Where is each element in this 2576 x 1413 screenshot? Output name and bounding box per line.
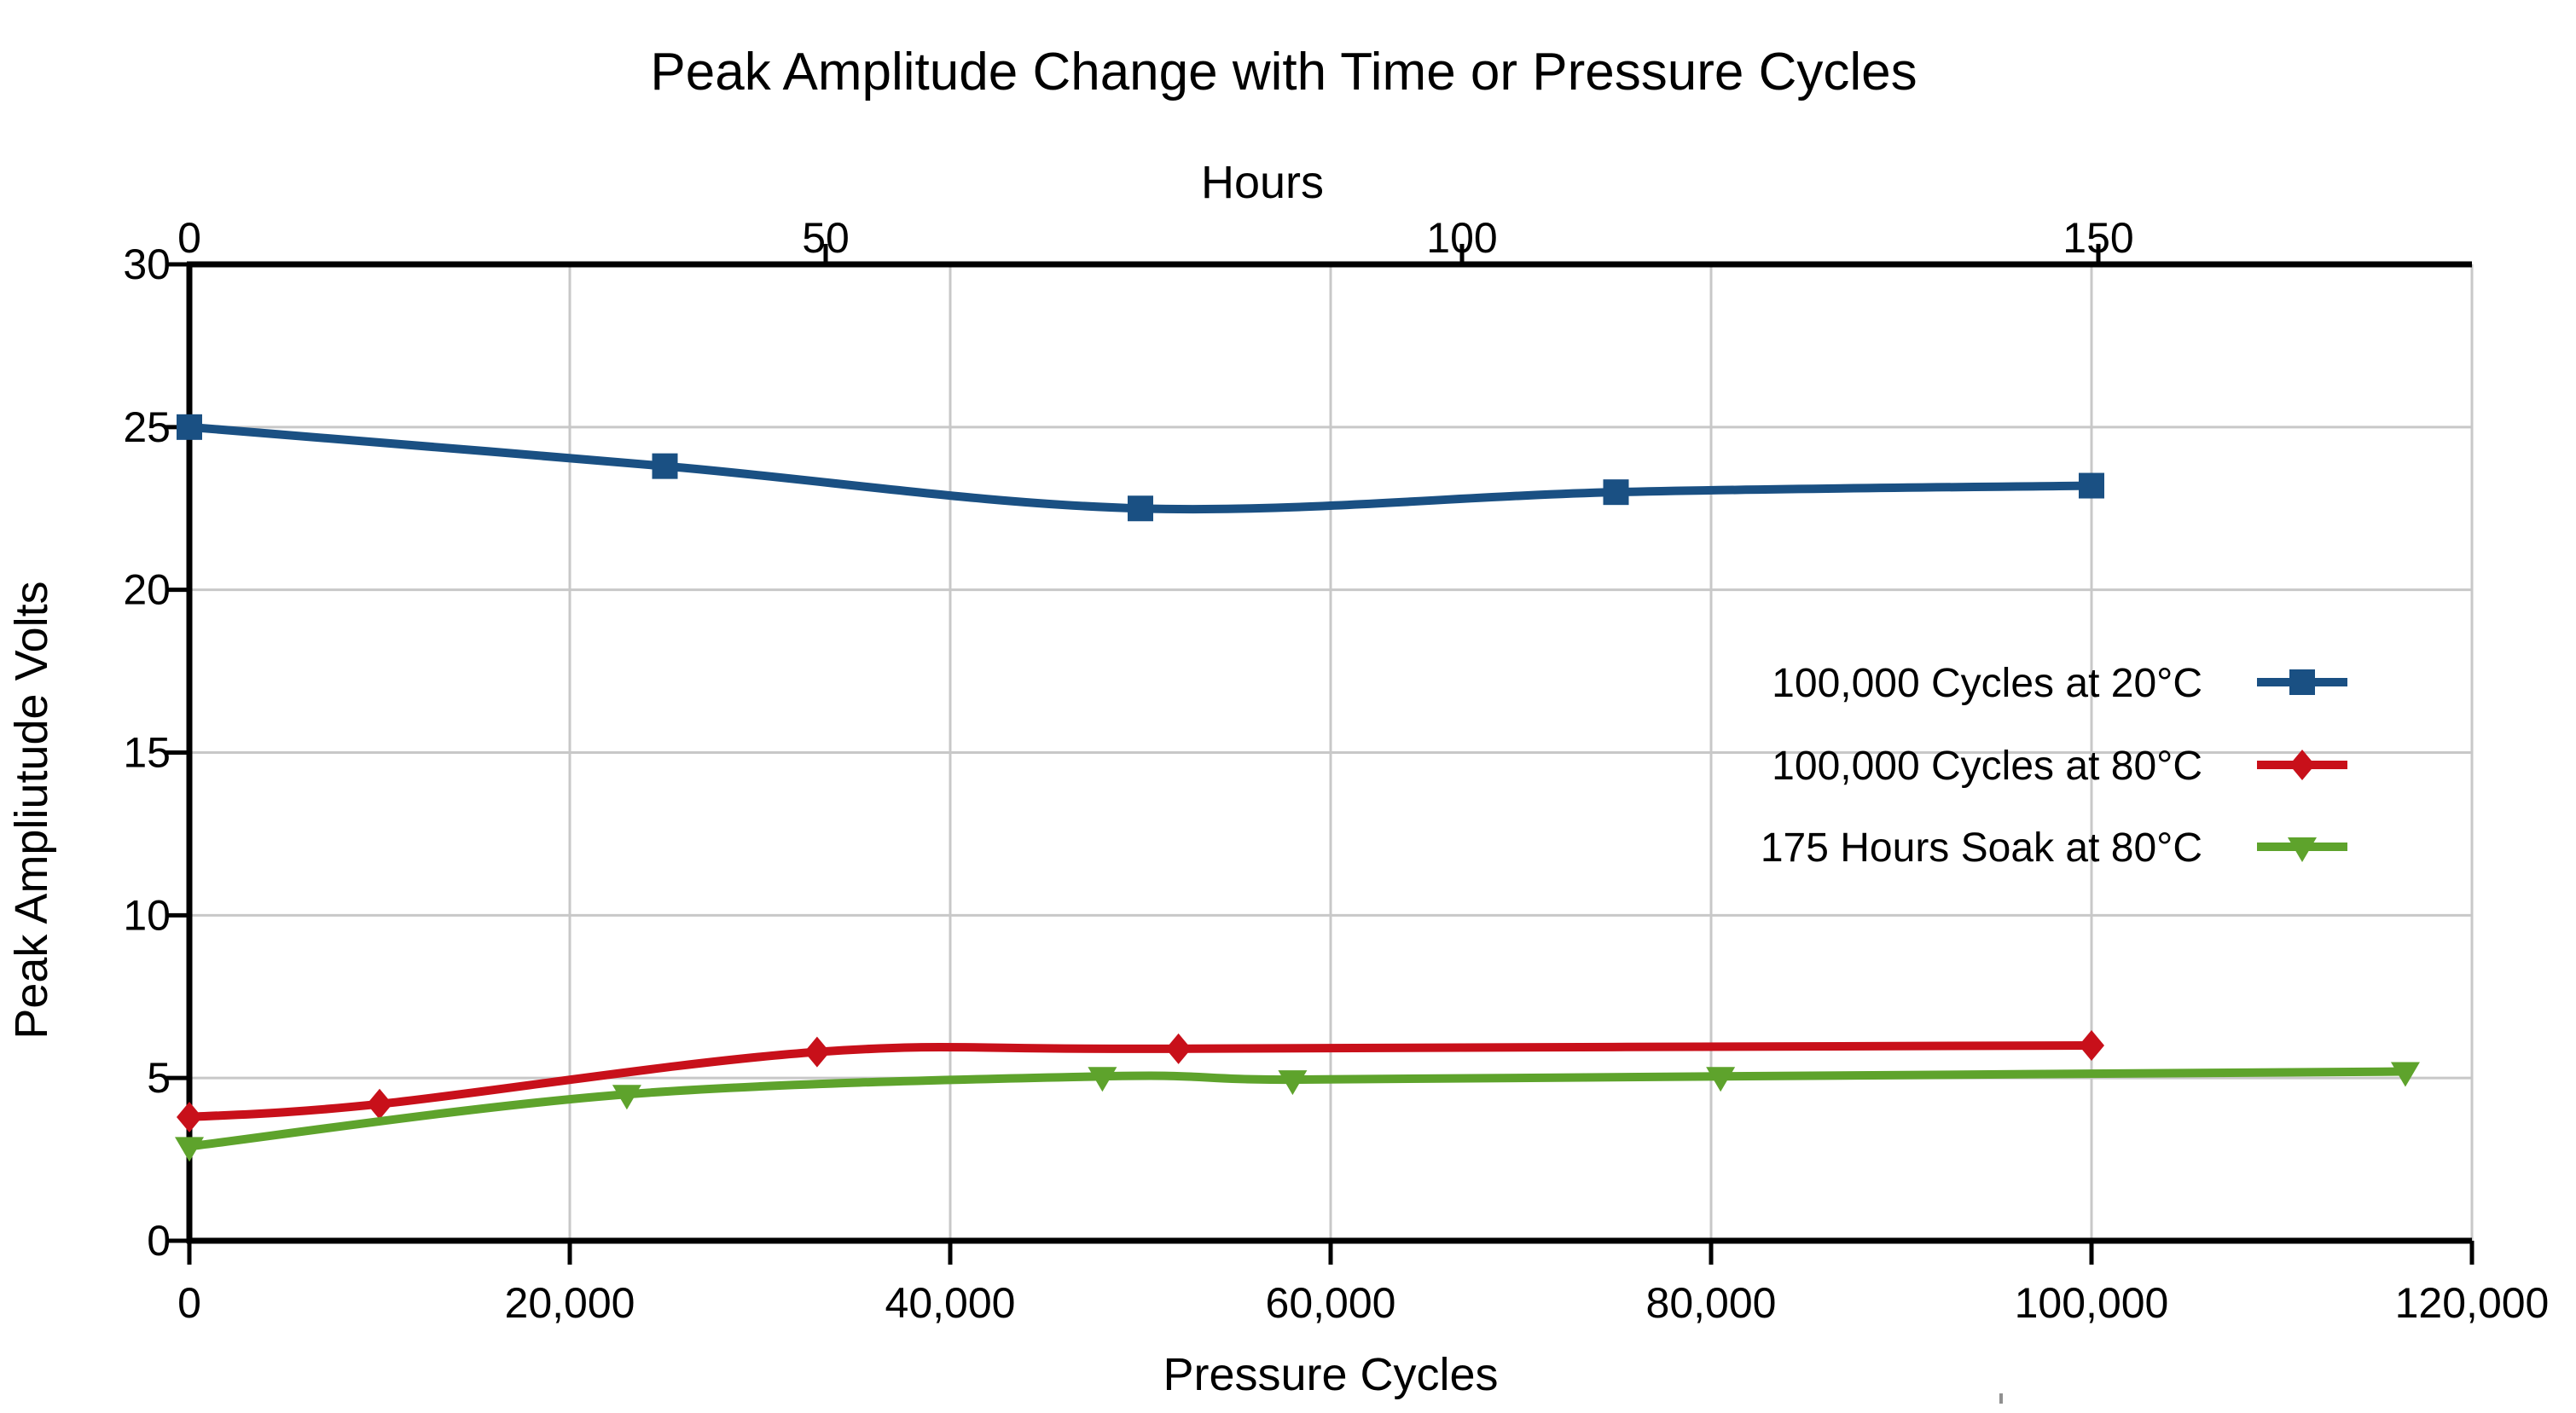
legend-label: 175 Hours Soak at 80°C [1761, 825, 2202, 871]
y-tick-label: 15 [123, 729, 171, 777]
x-tick-label: 40,000 [885, 1279, 1016, 1327]
diamond-marker [2289, 750, 2315, 780]
square-marker [652, 453, 678, 479]
triangle-down-marker [1706, 1067, 1736, 1092]
x2-tick-label: 100 [1426, 214, 1497, 262]
x-tick-label: 0 [177, 1279, 201, 1327]
series-square [177, 414, 2104, 522]
y-tick-label: 20 [123, 566, 171, 614]
diamond-marker [367, 1088, 392, 1120]
square-marker [177, 414, 202, 440]
legend-label: 100,000 Cycles at 80°C [1772, 744, 2202, 789]
triangle-down-marker [1278, 1070, 1308, 1096]
y-axis-title: Peak Ampliutude Volts [6, 581, 57, 1039]
triangle-down-marker [2390, 1062, 2420, 1087]
x-axis-bottom-title: Pressure Cycles [1163, 1349, 1498, 1400]
x-tick-label: 120,000 [2395, 1279, 2550, 1327]
series-triangle-down [175, 1062, 2420, 1162]
square-marker [1603, 479, 1629, 506]
x2-tick-label: 50 [802, 214, 850, 262]
diamond-marker [1165, 1033, 1192, 1064]
x-tick-label: 60,000 [1266, 1279, 1396, 1327]
series-layer [175, 414, 2420, 1162]
triangle-down-marker [1088, 1067, 1117, 1092]
square-marker [2289, 669, 2315, 695]
triangle-down-marker [2288, 837, 2317, 862]
series-diamond [177, 1030, 2104, 1132]
series-line [185, 1067, 2410, 1151]
legend-label: 100,000 Cycles at 20°C [1772, 661, 2202, 706]
triangle-down-marker [612, 1085, 641, 1110]
triangle-down-marker [175, 1137, 204, 1162]
square-marker [1128, 495, 1153, 522]
legend-entry: 100,000 Cycles at 80°C [1772, 744, 2347, 789]
x2-tick-label: 0 [177, 214, 201, 262]
square-marker [2079, 472, 2104, 499]
y-tick-label: 10 [123, 891, 171, 939]
x-tick-label: 20,000 [505, 1279, 635, 1327]
stray-mark [1999, 1393, 2003, 1404]
y-tick-label: 0 [147, 1217, 171, 1265]
legend: 100,000 Cycles at 20°C 100,000 Cycles at … [1761, 661, 2347, 871]
x-tick-label: 100,000 [2015, 1279, 2169, 1327]
x2-tick-label: 150 [2063, 214, 2133, 262]
x-tick-label: 80,000 [1646, 1279, 1777, 1327]
legend-entry: 175 Hours Soak at 80°C [1761, 825, 2347, 871]
y-tick-label: 30 [123, 240, 171, 288]
x-axis-top-title: Hours [1201, 157, 1324, 208]
diamond-marker [804, 1036, 830, 1068]
legend-entry: 100,000 Cycles at 20°C [1772, 661, 2347, 706]
tick-label-layer: 0 20,000 40,000 60,000 80,000 100,000 120,000 0… [123, 214, 2549, 1327]
diamond-marker [177, 1101, 202, 1132]
y-tick-label: 25 [123, 403, 171, 451]
chart-title: Peak Amplitude Change with Time or Press… [650, 43, 1917, 101]
axis-layer [165, 244, 2474, 1265]
y-tick-label: 5 [147, 1054, 171, 1102]
diamond-marker [2079, 1030, 2104, 1061]
